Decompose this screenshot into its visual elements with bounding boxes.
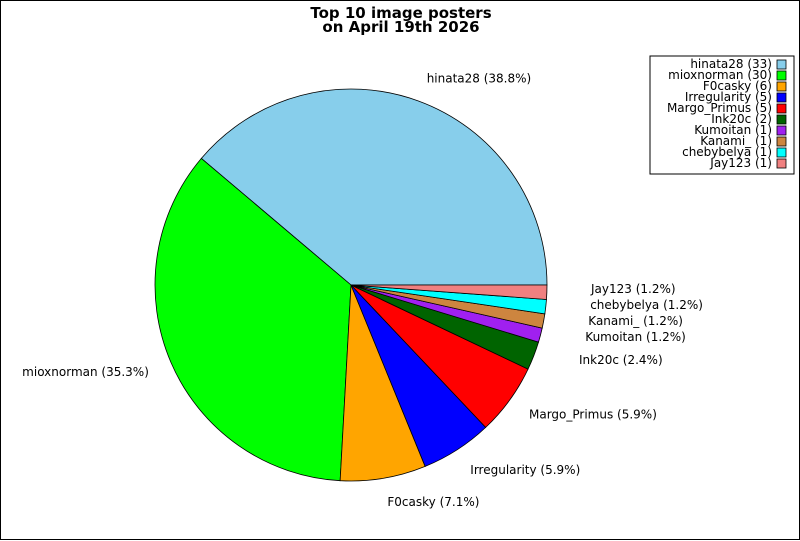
slice-label-jay123: Jay123 (1.2%) — [590, 282, 676, 296]
legend-label-jay123: Jay123 (1) — [709, 156, 772, 170]
legend-label-kumoitan: Kumoitan (1) — [694, 123, 772, 137]
legend-swatch-jay123 — [776, 158, 787, 169]
legend-swatch-kumoitan — [776, 125, 787, 136]
slice-label-f0casky: F0casky (7.1%) — [387, 495, 479, 509]
legend-swatch-f0casky — [776, 81, 787, 92]
legend-swatch-irregularity — [776, 92, 787, 103]
legend-label-ink20c: Ink20c (2) — [711, 112, 772, 126]
legend-label-irregularity: Irregularity (5) — [685, 90, 772, 104]
pie-slice-hinata28 — [200, 88, 548, 286]
legend: hinata28 (33)mioxnorman (30)F0casky (6)I… — [649, 55, 795, 175]
slice-label-mioxnorman: mioxnorman (35.3%) — [22, 365, 149, 379]
slice-label-chebybelya: chebybelya (1.2%) — [590, 298, 703, 312]
slice-label-hinata28: hinata28 (38.8%) — [427, 71, 532, 85]
legend-swatch-mioxnorman — [776, 70, 787, 81]
legend-swatch-margo-primus — [776, 103, 787, 114]
pie-slices — [154, 88, 548, 482]
pie-slice-mioxnorman — [154, 157, 352, 482]
legend-label-mioxnorman: mioxnorman (30) — [668, 68, 772, 82]
pie-slice-jay123 — [350, 284, 548, 300]
legend-label-kanami-: Kanami_ (1) — [700, 134, 772, 148]
legend-label-f0casky: F0casky (6) — [703, 79, 772, 93]
slice-label-irregularity: Irregularity (5.9%) — [470, 463, 580, 477]
legend-frame — [649, 55, 795, 175]
legend-label-margo-primus: Margo_Primus (5) — [667, 101, 772, 115]
slice-label-kumoitan: Kumoitan (1.2%) — [585, 330, 686, 344]
slice-label-kanami-: Kanami_ (1.2%) — [588, 314, 683, 328]
legend-swatch-chebybelya — [776, 147, 787, 158]
chart-title-line1: Top 10 image posters — [310, 4, 491, 22]
legend-swatch-kanami- — [776, 136, 787, 147]
pie-labels: hinata28 (38.8%) mioxnorman (35.3%) F0cask… — [22, 71, 703, 509]
slice-label-margo-primus: Margo_Primus (5.9%) — [529, 407, 657, 421]
legend-label-chebybelya: chebybelya (1) — [682, 145, 772, 159]
legend-swatch-ink20c — [776, 114, 787, 125]
legend-label-hinata28: hinata28 (33) — [690, 57, 772, 71]
legend-swatch-hinata28 — [776, 59, 787, 70]
slice-label-ink20c: Ink20c (2.4%) — [579, 353, 663, 367]
chart-title-line2: on April 19th 2026 — [322, 18, 479, 36]
